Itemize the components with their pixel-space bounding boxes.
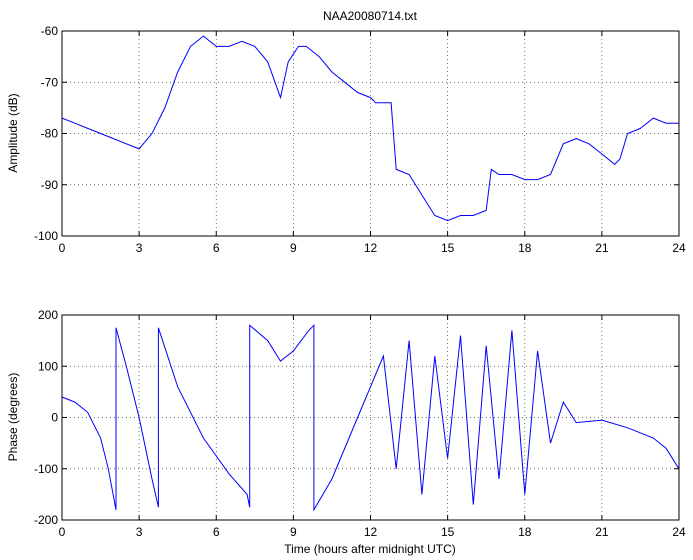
amplitude-y-tick-label: -60 <box>41 24 59 38</box>
amplitude-x-tick-label: 21 <box>595 241 609 255</box>
phase-ticks: 0 3 6 9 12 15 18 21 24 -200 -100 0 100 200 <box>34 308 686 539</box>
phase-x-tick-label: 0 <box>59 525 66 539</box>
amplitude-ticks: 0 3 6 9 12 15 18 21 24 -100 -90 -80 -70 -60 <box>34 24 686 255</box>
amplitude-grid <box>62 31 679 236</box>
phase-y-axis-label: Phase (degrees) <box>6 373 20 462</box>
amplitude-y-tick-label: -100 <box>34 229 58 243</box>
phase-x-tick-label: 24 <box>672 525 686 539</box>
phase-y-tick-label: -200 <box>34 513 58 527</box>
phase-y-tick-label: 200 <box>38 308 58 322</box>
phase-y-tick-label: -100 <box>34 462 58 476</box>
amplitude-y-tick-label: -80 <box>41 127 59 141</box>
phase-x-tick-label: 15 <box>441 525 455 539</box>
amplitude-x-tick-label: 3 <box>136 241 143 255</box>
x-axis-label: Time (hours after midnight UTC) <box>284 542 456 556</box>
amplitude-y-tick-label: -70 <box>41 75 59 89</box>
phase-x-tick-label: 18 <box>518 525 532 539</box>
amplitude-y-axis-label: Amplitude (dB) <box>6 93 20 172</box>
amplitude-x-tick-label: 15 <box>441 241 455 255</box>
phase-y-tick-label: 100 <box>38 359 58 373</box>
chart-title: NAA20080714.txt <box>323 9 418 23</box>
phase-x-tick-label: 9 <box>290 525 297 539</box>
phase-x-tick-label: 21 <box>595 525 609 539</box>
amplitude-x-tick-label: 9 <box>290 241 297 255</box>
amplitude-series-line <box>61 35 679 222</box>
amplitude-y-tick-label: -90 <box>41 178 59 192</box>
amplitude-panel: NAA20080714.txt 0 3 6 9 12 15 18 21 24 -100 -90 -80… <box>6 9 686 255</box>
phase-x-tick-label: 3 <box>136 525 143 539</box>
amplitude-x-tick-label: 18 <box>518 241 532 255</box>
phase-grid <box>62 315 679 520</box>
phase-panel: 0 3 6 9 12 15 18 21 24 -200 -100 0 100 200 Phase (deg… <box>6 308 686 556</box>
phase-x-tick-label: 12 <box>364 525 378 539</box>
amplitude-x-tick-label: 12 <box>364 241 378 255</box>
amplitude-x-tick-label: 24 <box>672 241 686 255</box>
amplitude-x-tick-label: 0 <box>59 241 66 255</box>
phase-x-tick-label: 6 <box>213 525 220 539</box>
amplitude-plot-frame <box>61 30 680 237</box>
amplitude-x-tick-label: 6 <box>213 241 220 255</box>
phase-series-line <box>61 324 680 512</box>
phase-y-tick-label: 0 <box>51 411 58 425</box>
phase-plot-frame <box>61 314 680 521</box>
